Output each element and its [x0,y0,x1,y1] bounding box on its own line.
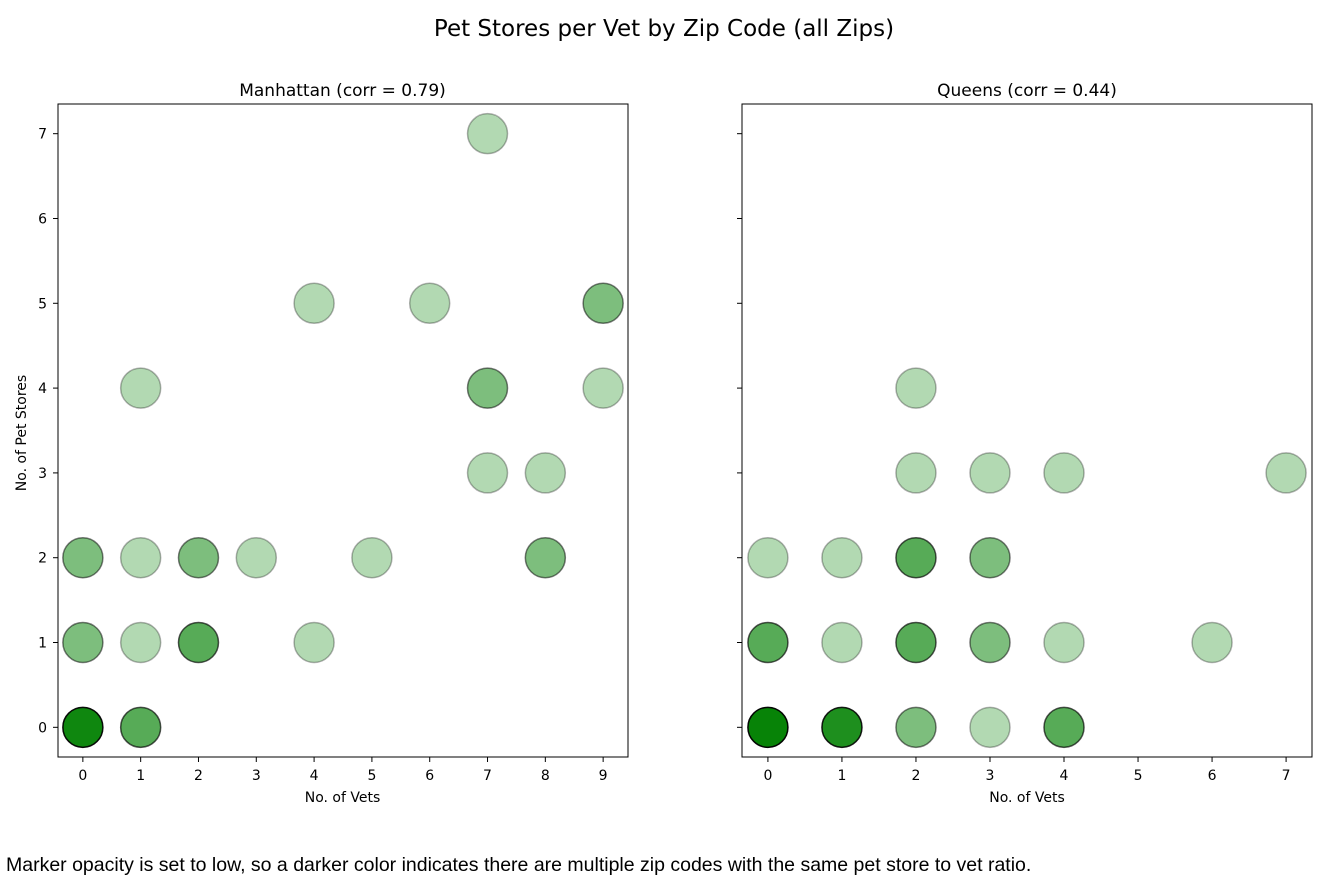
manhattan-point [293,621,335,664]
manhattan-y-tick-label: 5 [38,296,47,312]
manhattan-x-tick-label: 5 [367,768,376,784]
queens-point [969,536,1011,579]
queens-x-axis-label: No. of Vets [989,790,1065,806]
manhattan-point [351,536,393,579]
queens-point [895,706,937,749]
queens-point [1043,621,1085,664]
queens-point [969,621,1011,664]
queens-point [821,706,863,749]
queens-x-tick-label: 4 [1060,768,1069,784]
manhattan-subplot: Manhattan (corr = 0.79) No. of Vets No. … [14,81,629,806]
queens-subplot: Queens (corr = 0.44) No. of Vets 0 1 2 3 4 5 6… [737,81,1313,806]
manhattan-x-tick-label: 3 [252,768,261,784]
manhattan-x-tick-label: 6 [425,768,434,784]
manhattan-y-axis: 0 1 2 3 4 5 6 7 [38,127,58,736]
manhattan-point [62,536,104,579]
queens-x-axis: 0 1 2 3 4 5 6 7 [763,757,1291,784]
queens-point [1043,452,1085,494]
manhattan-y-tick-label: 1 [38,636,47,652]
manhattan-y-tick-label: 3 [38,466,47,482]
manhattan-point [582,282,624,325]
manhattan-point [524,452,567,494]
queens-point [969,452,1011,494]
queens-markers [747,367,1307,749]
manhattan-y-axis-label: No. of Pet Stores [14,375,30,491]
manhattan-y-tick-label: 6 [38,211,47,227]
queens-point [747,621,789,664]
manhattan-point [293,282,335,325]
manhattan-markers [62,112,624,749]
manhattan-point [235,536,278,579]
manhattan-point [408,282,451,325]
queens-plot-frame [741,103,1313,758]
queens-point [1191,621,1233,664]
manhattan-point [524,536,567,579]
queens-y-axis [737,133,742,728]
queens-point [895,621,937,664]
manhattan-x-axis-label: No. of Vets [305,790,381,806]
manhattan-x-tick-label: 7 [483,768,492,784]
manhattan-y-tick-label: 4 [38,381,47,397]
queens-point [1265,452,1307,494]
manhattan-point [177,621,220,664]
manhattan-point [466,452,509,494]
manhattan-x-axis: 0 1 2 3 4 5 6 7 8 9 [78,757,608,784]
manhattan-x-tick-label: 1 [136,768,145,784]
manhattan-point [62,621,104,664]
queens-x-tick-label: 2 [912,768,921,784]
manhattan-plot-frame [57,103,629,758]
queens-x-tick-label: 5 [1134,768,1143,784]
queens-point [1043,706,1085,749]
figure-title: Pet Stores per Vet by Zip Code (all Zips… [434,16,894,42]
queens-point [747,706,789,749]
queens-point [747,536,789,579]
manhattan-x-tick-label: 4 [310,768,319,784]
manhattan-x-tick-label: 8 [541,768,550,784]
manhattan-point [177,536,220,579]
manhattan-point [466,112,509,155]
manhattan-point [582,367,624,409]
queens-point [895,536,937,579]
queens-x-tick-label: 7 [1282,768,1291,784]
queens-point [895,452,937,494]
queens-point [969,706,1011,749]
manhattan-x-tick-label: 0 [78,768,87,784]
queens-x-tick-label: 6 [1208,768,1217,784]
queens-x-tick-label: 1 [837,768,846,784]
manhattan-x-tick-label: 2 [194,768,203,784]
manhattan-point [466,367,509,409]
manhattan-point [119,706,162,749]
queens-point [821,536,863,579]
queens-point [895,367,937,409]
queens-x-tick-label: 0 [763,768,772,784]
manhattan-y-tick-label: 0 [38,720,47,736]
manhattan-y-tick-label: 7 [38,127,47,143]
manhattan-point [62,706,104,749]
manhattan-point [119,536,162,579]
figure: Pet Stores per Vet by Zip Code (all Zips… [14,16,1313,806]
manhattan-y-tick-label: 2 [38,551,47,567]
queens-subplot-title: Queens (corr = 0.44) [937,81,1117,101]
manhattan-point [119,621,162,664]
queens-x-tick-label: 3 [986,768,995,784]
queens-point [821,621,863,664]
manhattan-subplot-title: Manhattan (corr = 0.79) [239,81,446,101]
manhattan-x-tick-label: 9 [599,768,608,784]
chart-caption: Marker opacity is set to low, so a darke… [6,854,1032,876]
manhattan-point [119,367,162,409]
